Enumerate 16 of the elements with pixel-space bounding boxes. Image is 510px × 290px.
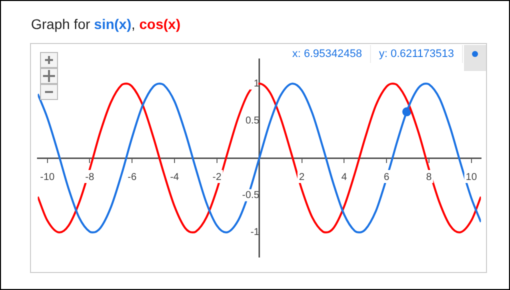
text: cos(x) (139, 16, 180, 32)
x-tick-label: 8 (426, 172, 432, 183)
x-tick-label: -4 (170, 172, 180, 183)
x-tick-label: 4 (341, 172, 348, 183)
annotation: x: 6.95342458 (284, 45, 371, 63)
x-tick-label: 10 (466, 172, 478, 183)
x-tick-label: -2 (212, 172, 222, 183)
x-tick-label: -8 (85, 172, 95, 183)
text: sin(x) (94, 16, 132, 32)
text: , (131, 16, 136, 32)
x-tick-label: 2 (298, 172, 305, 183)
chart-title: Graph for (31, 16, 90, 32)
x-tick-label: -10 (40, 172, 55, 183)
x-tick-label: 6 (384, 172, 390, 183)
annotation: y: 0.621173513 (370, 45, 463, 63)
x-tick-label: -6 (128, 172, 138, 183)
